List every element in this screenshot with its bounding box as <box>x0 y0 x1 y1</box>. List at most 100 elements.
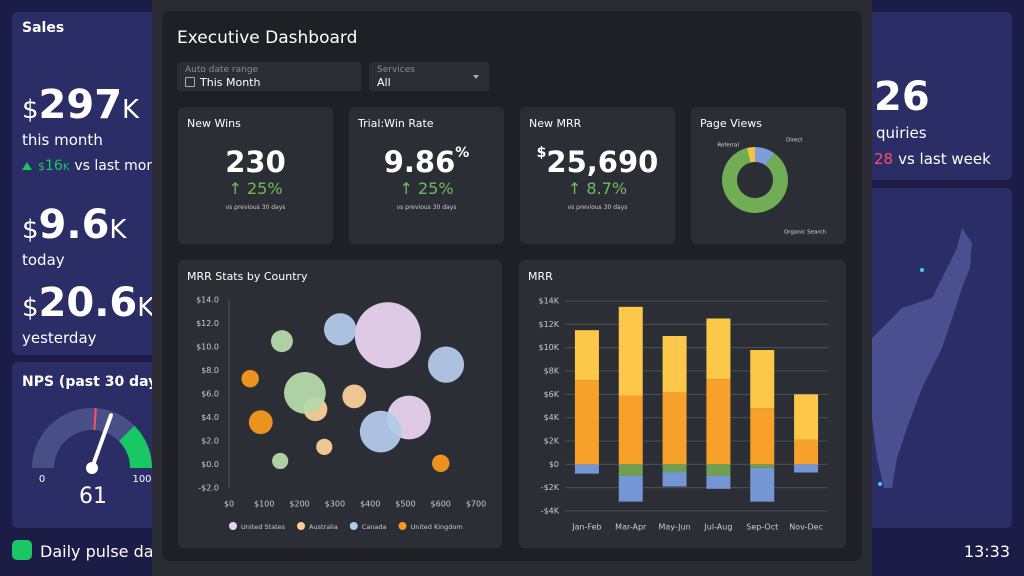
kpi-note: vs previous 30 days <box>225 204 286 211</box>
y-tick-label: $14.0 <box>196 296 219 305</box>
gauge-hub <box>86 462 98 474</box>
y-tick-label: $14K <box>538 297 559 306</box>
amount: 9.6 <box>38 202 110 248</box>
up-icon <box>22 162 32 170</box>
bar <box>706 464 731 476</box>
filter-value: All <box>377 76 391 89</box>
x-tick-label: Sep-Oct <box>746 523 778 532</box>
x-tick-label: $400 <box>360 500 380 509</box>
legend-swatch <box>229 522 237 530</box>
x-tick-label: Jan-Feb <box>571 523 601 532</box>
bar <box>618 395 643 465</box>
sales-label: today <box>22 251 65 269</box>
x-tick-label: $100 <box>254 500 274 509</box>
kpi-change: ↑ 25% <box>399 179 454 198</box>
gauge-max: 100 <box>132 474 151 485</box>
filter-value: This Month <box>200 76 261 89</box>
y-tick-label: $0 <box>549 460 559 469</box>
kpi-value: $25,690 <box>520 145 675 179</box>
sales-label: yesterday <box>22 329 97 347</box>
bar <box>574 464 599 474</box>
bubble <box>342 384 367 409</box>
filter-label: Services <box>377 65 415 75</box>
x-tick-label: $200 <box>289 500 309 509</box>
bar <box>662 464 687 473</box>
clock: 13:33 <box>963 542 1010 561</box>
legend-swatch <box>349 522 358 530</box>
gauge-value: 61 <box>79 484 107 509</box>
dashboard-frame: Executive Dashboard Auto date range This… <box>152 0 872 576</box>
bubble <box>270 330 293 353</box>
inquiries-value: 26 <box>874 74 930 120</box>
bar <box>706 476 731 489</box>
bar <box>750 350 775 409</box>
bar <box>618 464 643 476</box>
legend-swatch <box>398 522 407 530</box>
map-shape <box>872 228 972 488</box>
map-dot <box>920 268 924 272</box>
y-tick-label: $10.0 <box>196 343 219 352</box>
footer-title: Daily pulse das <box>40 542 162 561</box>
x-tick-label: $0 <box>224 500 234 509</box>
card-title: MRR <box>528 270 553 283</box>
bar <box>574 330 599 381</box>
kpi-change: ↑ 8.7% <box>567 179 628 198</box>
gauge-min: 0 <box>39 474 45 485</box>
x-tick-label: $600 <box>431 500 451 509</box>
kpi-note: vs previous 30 days <box>567 204 628 211</box>
x-tick-label: $300 <box>325 500 345 509</box>
filter[interactable]: Services All <box>369 62 489 91</box>
x-tick-label: Mar-Apr <box>615 523 647 532</box>
y-tick-label: $4K <box>544 413 560 422</box>
kpi-prefix: $ <box>536 145 547 161</box>
filter[interactable]: Auto date range This Month <box>177 62 361 91</box>
bar <box>794 464 819 473</box>
bubble <box>283 371 326 414</box>
bar <box>662 336 687 392</box>
currency: $ <box>22 215 39 245</box>
nps-title: NPS (past 30 days) <box>22 374 172 390</box>
kpi-card: New Wins 230 ↑ 25% vs previous 30 days <box>178 107 333 244</box>
sales-label: this month <box>22 131 103 149</box>
pie-label: Referral <box>717 143 739 149</box>
kpi-number: 9.86 <box>383 145 456 179</box>
x-tick-label: Jul-Aug <box>703 523 732 532</box>
y-tick-label: $6.0 <box>201 390 219 399</box>
y-tick-label: -$2K <box>541 483 560 492</box>
sales-panel: Sales $297K this month $16K vs last month… <box>12 12 170 355</box>
y-tick-label: $0.0 <box>201 460 219 469</box>
suffix: K <box>137 293 155 323</box>
kpi-card: New MRR $25,690 ↑ 8.7% vs previous 30 days <box>520 107 675 244</box>
kpi-suffix: % <box>455 145 470 161</box>
bubble <box>272 452 289 470</box>
currency: $ <box>22 293 39 323</box>
sales-amount: $20.6K <box>22 280 154 326</box>
page-views-card: Page Views <box>691 107 846 244</box>
bar <box>706 318 731 380</box>
sales-amount: $9.6K <box>22 202 126 248</box>
nps-panel: NPS (past 30 days) 0 100 61 <box>12 362 172 528</box>
change-suffix: K <box>62 162 70 173</box>
gauge-band <box>32 408 135 468</box>
bubble <box>323 313 357 346</box>
bubble-card: MRR Stats by Country <box>178 260 502 548</box>
bar <box>794 394 819 440</box>
bar <box>750 408 775 465</box>
gauge-target <box>93 408 97 431</box>
bubble <box>248 410 273 435</box>
pie-label: Organic Search <box>784 230 827 236</box>
change-amount: 16 <box>45 158 63 174</box>
inquiries-change: 28 vs last week <box>874 150 991 168</box>
charts: Direct Organic Search Referral -$2.0 $0.0 $2.… <box>196 138 828 532</box>
bar <box>662 472 687 487</box>
bar <box>618 306 643 396</box>
filter-label: Auto date range <box>185 65 259 75</box>
bubble <box>431 454 450 473</box>
gauge-needle <box>90 413 113 470</box>
bubble <box>354 302 421 369</box>
sales-title: Sales <box>22 20 65 36</box>
kpi-title: New Wins <box>187 117 241 130</box>
map-panel <box>862 188 1012 528</box>
map <box>872 228 972 488</box>
